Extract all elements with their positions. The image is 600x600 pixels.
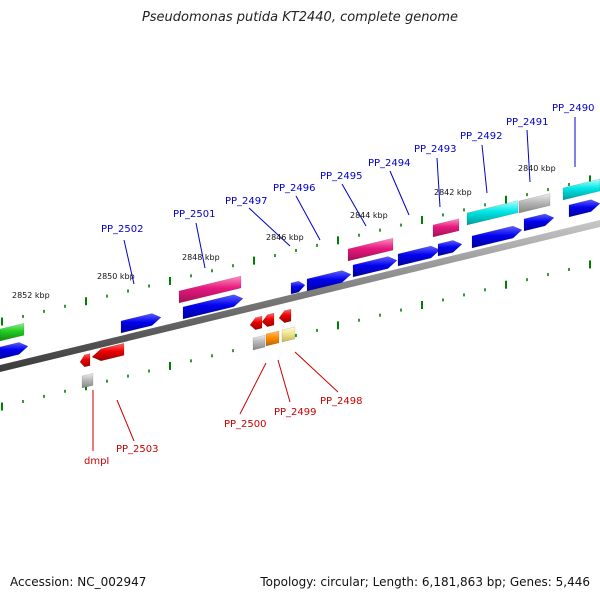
gene-label-pp-2503[interactable]: PP_2503	[116, 444, 159, 455]
gene-feature-gray[interactable]	[518, 193, 551, 214]
gene-label-pp-2499[interactable]: PP_2499	[274, 407, 317, 418]
gene-feature-red[interactable]	[261, 312, 275, 327]
gene-feature-pp-2501[interactable]	[182, 294, 244, 320]
reverse-gene-labels: dmpI PP_2503 PP_2500 PP_2499 PP_2498	[84, 396, 363, 467]
gene-feature-pp-2503[interactable]	[91, 342, 125, 362]
forward-leader-line	[481, 144, 488, 194]
gene-feature-magenta[interactable]	[432, 218, 460, 238]
gene-feature-green[interactable]	[0, 322, 25, 342]
gene-feature-pp-2502[interactable]	[120, 313, 162, 334]
scale-label: 2846 kbp	[266, 233, 304, 242]
gene-label-pp-2495[interactable]: PP_2495	[320, 171, 363, 182]
gene-label-pp-2502[interactable]: PP_2502	[101, 224, 144, 235]
gene-feature-red[interactable]	[249, 315, 263, 330]
scale-label: 2844 kbp	[350, 211, 388, 220]
gene-label-pp-2498[interactable]: PP_2498	[320, 396, 363, 407]
reverse-leader-line	[294, 351, 339, 393]
gene-label-pp-2500[interactable]: PP_2500	[224, 419, 267, 430]
gene-feature-pp-2499[interactable]	[265, 330, 280, 347]
forward-leader-line	[248, 207, 291, 247]
forward-leader-line	[341, 183, 367, 227]
gene-feature-pp-2494[interactable]	[397, 245, 441, 267]
scale-label: 2850 kbp	[97, 272, 135, 281]
genome-backbone	[0, 220, 600, 372]
accession-text: Accession: NC_002947	[10, 575, 147, 589]
gene-feature-pp-2493[interactable]	[437, 240, 463, 257]
gene-label-pp-2496[interactable]: PP_2496	[273, 183, 316, 194]
forward-leader-line	[295, 195, 321, 241]
gene-label-pp-2492[interactable]: PP_2492	[460, 131, 503, 142]
gene-feature-red[interactable]	[278, 308, 292, 323]
gene-feature-pp-2491[interactable]	[523, 213, 555, 232]
gene-feature-pp-2496[interactable]	[306, 270, 352, 292]
scale-label: 2848 kbp	[182, 253, 220, 262]
gene-label-pp-2490[interactable]: PP_2490	[552, 103, 595, 114]
forward-leader-line	[195, 222, 206, 269]
gene-feature-magenta[interactable]	[178, 275, 242, 304]
gene-label-dmpi[interactable]: dmpI	[84, 456, 109, 467]
gene-label-pp-2494[interactable]: PP_2494	[368, 158, 411, 169]
genome-title: Pseudomonas putida KT2440, complete geno…	[141, 10, 459, 25]
gene-label-pp-2501[interactable]: PP_2501	[173, 209, 216, 220]
forward-gene-labels: PP_2502 PP_2501 PP_2497 PP_2496 PP_2495 …	[101, 103, 595, 235]
forward-leader-line	[123, 239, 135, 285]
gene-feature-cyan[interactable]	[562, 178, 600, 201]
scale-label: 2840 kbp	[518, 164, 556, 173]
gene-label-pp-2493[interactable]: PP_2493	[414, 144, 457, 155]
reverse-scale-ticks	[1, 260, 591, 411]
reverse-leader-line	[277, 359, 291, 403]
reverse-leader-line	[116, 399, 135, 442]
reverse-leader-line	[239, 362, 267, 415]
forward-leader-line	[436, 157, 441, 208]
gene-label-pp-2497[interactable]: PP_2497	[225, 196, 268, 207]
forward-leader-line	[389, 170, 410, 216]
gene-feature-pp-2492[interactable]	[471, 225, 523, 249]
gene-feature-pp-2495[interactable]	[352, 256, 398, 278]
label-leader-lines	[92, 117, 576, 451]
scale-label: 2852 kbp	[12, 291, 50, 300]
gene-feature-dmpi[interactable]	[79, 353, 91, 368]
gene-feature-pp-2500[interactable]	[252, 334, 266, 351]
gene-feature-pp-2498[interactable]	[281, 326, 296, 343]
forward-leader-line	[526, 129, 531, 183]
gene-feature-magenta[interactable]	[347, 237, 394, 262]
gene-feature-pp-2497[interactable]	[290, 280, 306, 295]
scale-label: 2842 kbp	[434, 188, 472, 197]
gene-feature-forward[interactable]	[0, 342, 29, 360]
gene-features	[0, 178, 600, 389]
gene-feature-gray[interactable]	[81, 373, 94, 389]
genome-summary-text: Topology: circular; Length: 6,181,863 bp…	[260, 575, 590, 589]
gene-feature-pp-2490[interactable]	[568, 199, 600, 218]
gene-feature-cyan[interactable]	[466, 200, 519, 226]
gene-label-pp-2491[interactable]: PP_2491	[506, 117, 549, 128]
scale-labels: 2852 kbp 2850 kbp 2848 kbp 2846 kbp 2844…	[12, 164, 556, 300]
